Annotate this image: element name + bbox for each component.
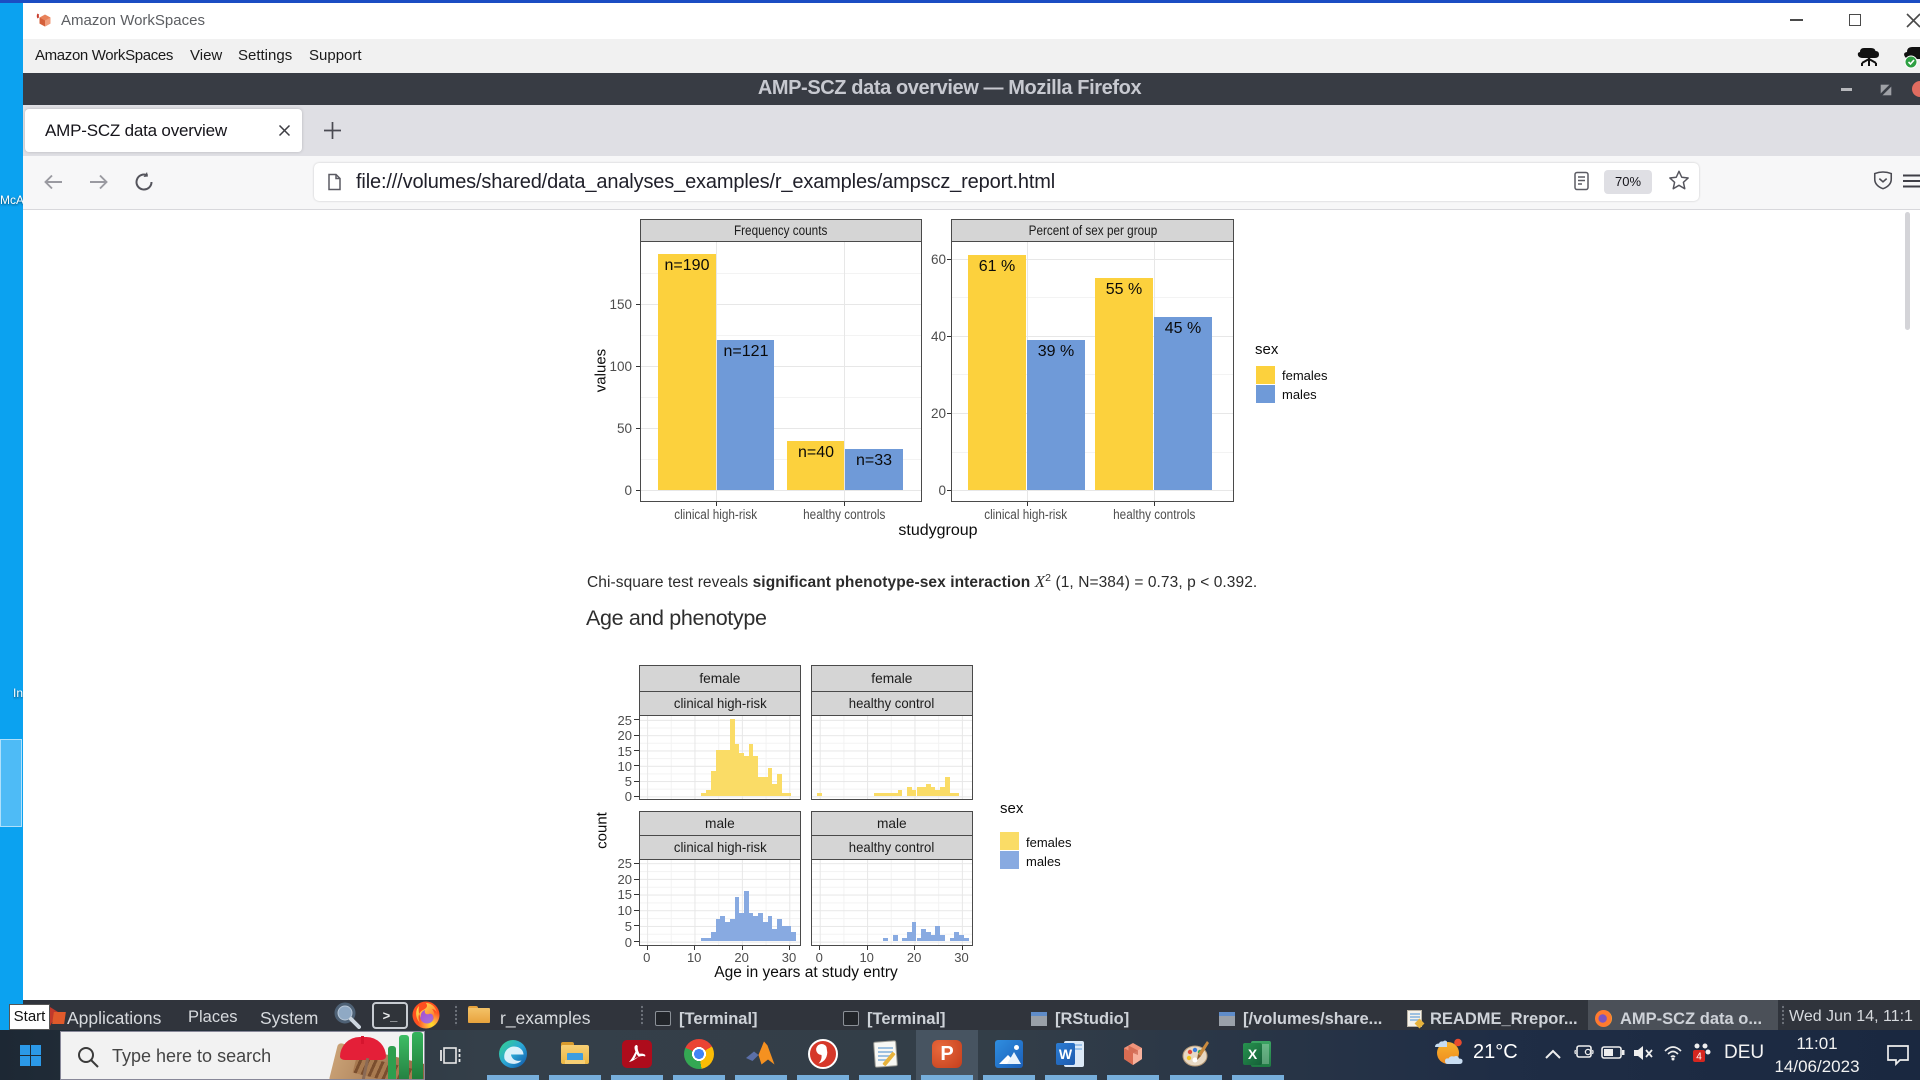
svg-text:4: 4	[1696, 1052, 1702, 1063]
